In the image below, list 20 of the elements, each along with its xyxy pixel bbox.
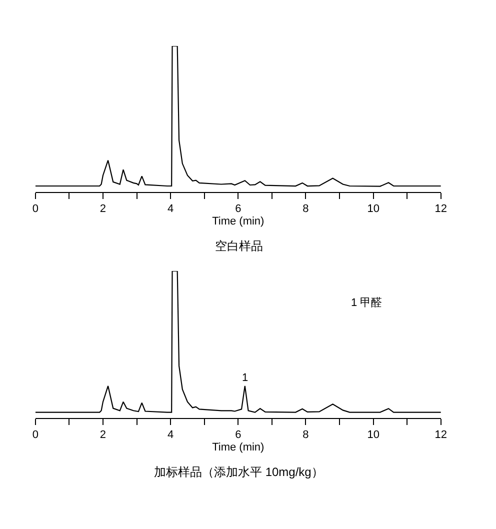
text: 加标样品（添加水平 10mg/kg） — [154, 465, 324, 479]
x-tick-label: 0 — [32, 203, 38, 216]
text: 空白样品 — [215, 239, 263, 253]
annotation: 1 甲醛 — [351, 296, 382, 309]
x-tick-label: 0 — [32, 429, 38, 442]
x-tick-label: 12 — [434, 429, 448, 442]
x-tick-label: 8 — [302, 429, 309, 442]
x-tick-label: 6 — [235, 203, 242, 216]
x-tick-label: 10 — [367, 429, 380, 442]
x-tick-label: 2 — [100, 203, 106, 216]
x-tick-label: 6 — [235, 429, 242, 442]
annotation: 1 — [242, 372, 248, 384]
x-tick-label: 4 — [168, 203, 174, 216]
x-axis-title: Time (min) — [212, 441, 264, 454]
x-axis-title: Time (min) — [212, 215, 264, 228]
x-tick-label: 12 — [434, 203, 448, 216]
x-tick-label: 4 — [168, 429, 174, 442]
x-tick-label: 8 — [302, 203, 309, 216]
x-tick-label: 10 — [367, 203, 380, 216]
x-tick-label: 2 — [100, 429, 106, 442]
